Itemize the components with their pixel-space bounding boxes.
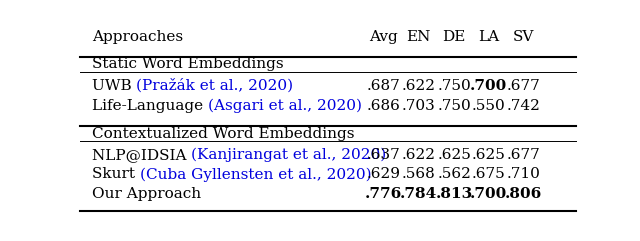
Text: .629: .629 xyxy=(367,167,401,181)
Text: .622: .622 xyxy=(402,148,436,162)
Text: .687: .687 xyxy=(367,79,401,93)
Text: .750: .750 xyxy=(438,79,471,93)
Text: .784: .784 xyxy=(400,187,437,201)
Text: .750: .750 xyxy=(438,99,471,113)
Text: .776: .776 xyxy=(365,187,403,201)
Text: Life-Language: Life-Language xyxy=(92,99,207,113)
Text: Avg: Avg xyxy=(369,30,398,44)
Text: .813: .813 xyxy=(436,187,473,201)
Text: Skurt: Skurt xyxy=(92,167,140,181)
Text: (Cuba Gyllensten et al., 2020): (Cuba Gyllensten et al., 2020) xyxy=(140,167,371,182)
Text: EN: EN xyxy=(406,30,431,44)
Text: .677: .677 xyxy=(506,148,540,162)
Text: Static Word Embeddings: Static Word Embeddings xyxy=(92,57,284,71)
Text: DE: DE xyxy=(443,30,466,44)
Text: LA: LA xyxy=(478,30,499,44)
Text: .806: .806 xyxy=(505,187,542,201)
Text: .742: .742 xyxy=(506,99,540,113)
Text: .703: .703 xyxy=(402,99,436,113)
Text: .675: .675 xyxy=(472,167,506,181)
Text: UWB: UWB xyxy=(92,79,136,93)
Text: Contextualized Word Embeddings: Contextualized Word Embeddings xyxy=(92,127,354,141)
Text: .710: .710 xyxy=(506,167,540,181)
Text: .637: .637 xyxy=(367,148,401,162)
Text: .568: .568 xyxy=(402,167,436,181)
Text: NLP@IDSIA: NLP@IDSIA xyxy=(92,148,191,162)
Text: .622: .622 xyxy=(402,79,436,93)
Text: .700: .700 xyxy=(470,187,507,201)
Text: .700: .700 xyxy=(470,79,507,93)
Text: Our Approach: Our Approach xyxy=(92,187,201,201)
Text: Approaches: Approaches xyxy=(92,30,183,44)
Text: (Pražák et al., 2020): (Pražák et al., 2020) xyxy=(136,79,293,93)
Text: .686: .686 xyxy=(367,99,401,113)
Text: .677: .677 xyxy=(506,79,540,93)
Text: (Kanjirangat et al., 2020): (Kanjirangat et al., 2020) xyxy=(191,148,387,162)
Text: .550: .550 xyxy=(472,99,506,113)
Text: SV: SV xyxy=(513,30,534,44)
Text: .562: .562 xyxy=(437,167,471,181)
Text: .625: .625 xyxy=(437,148,471,162)
Text: (Asgari et al., 2020): (Asgari et al., 2020) xyxy=(207,99,362,113)
Text: .625: .625 xyxy=(472,148,506,162)
